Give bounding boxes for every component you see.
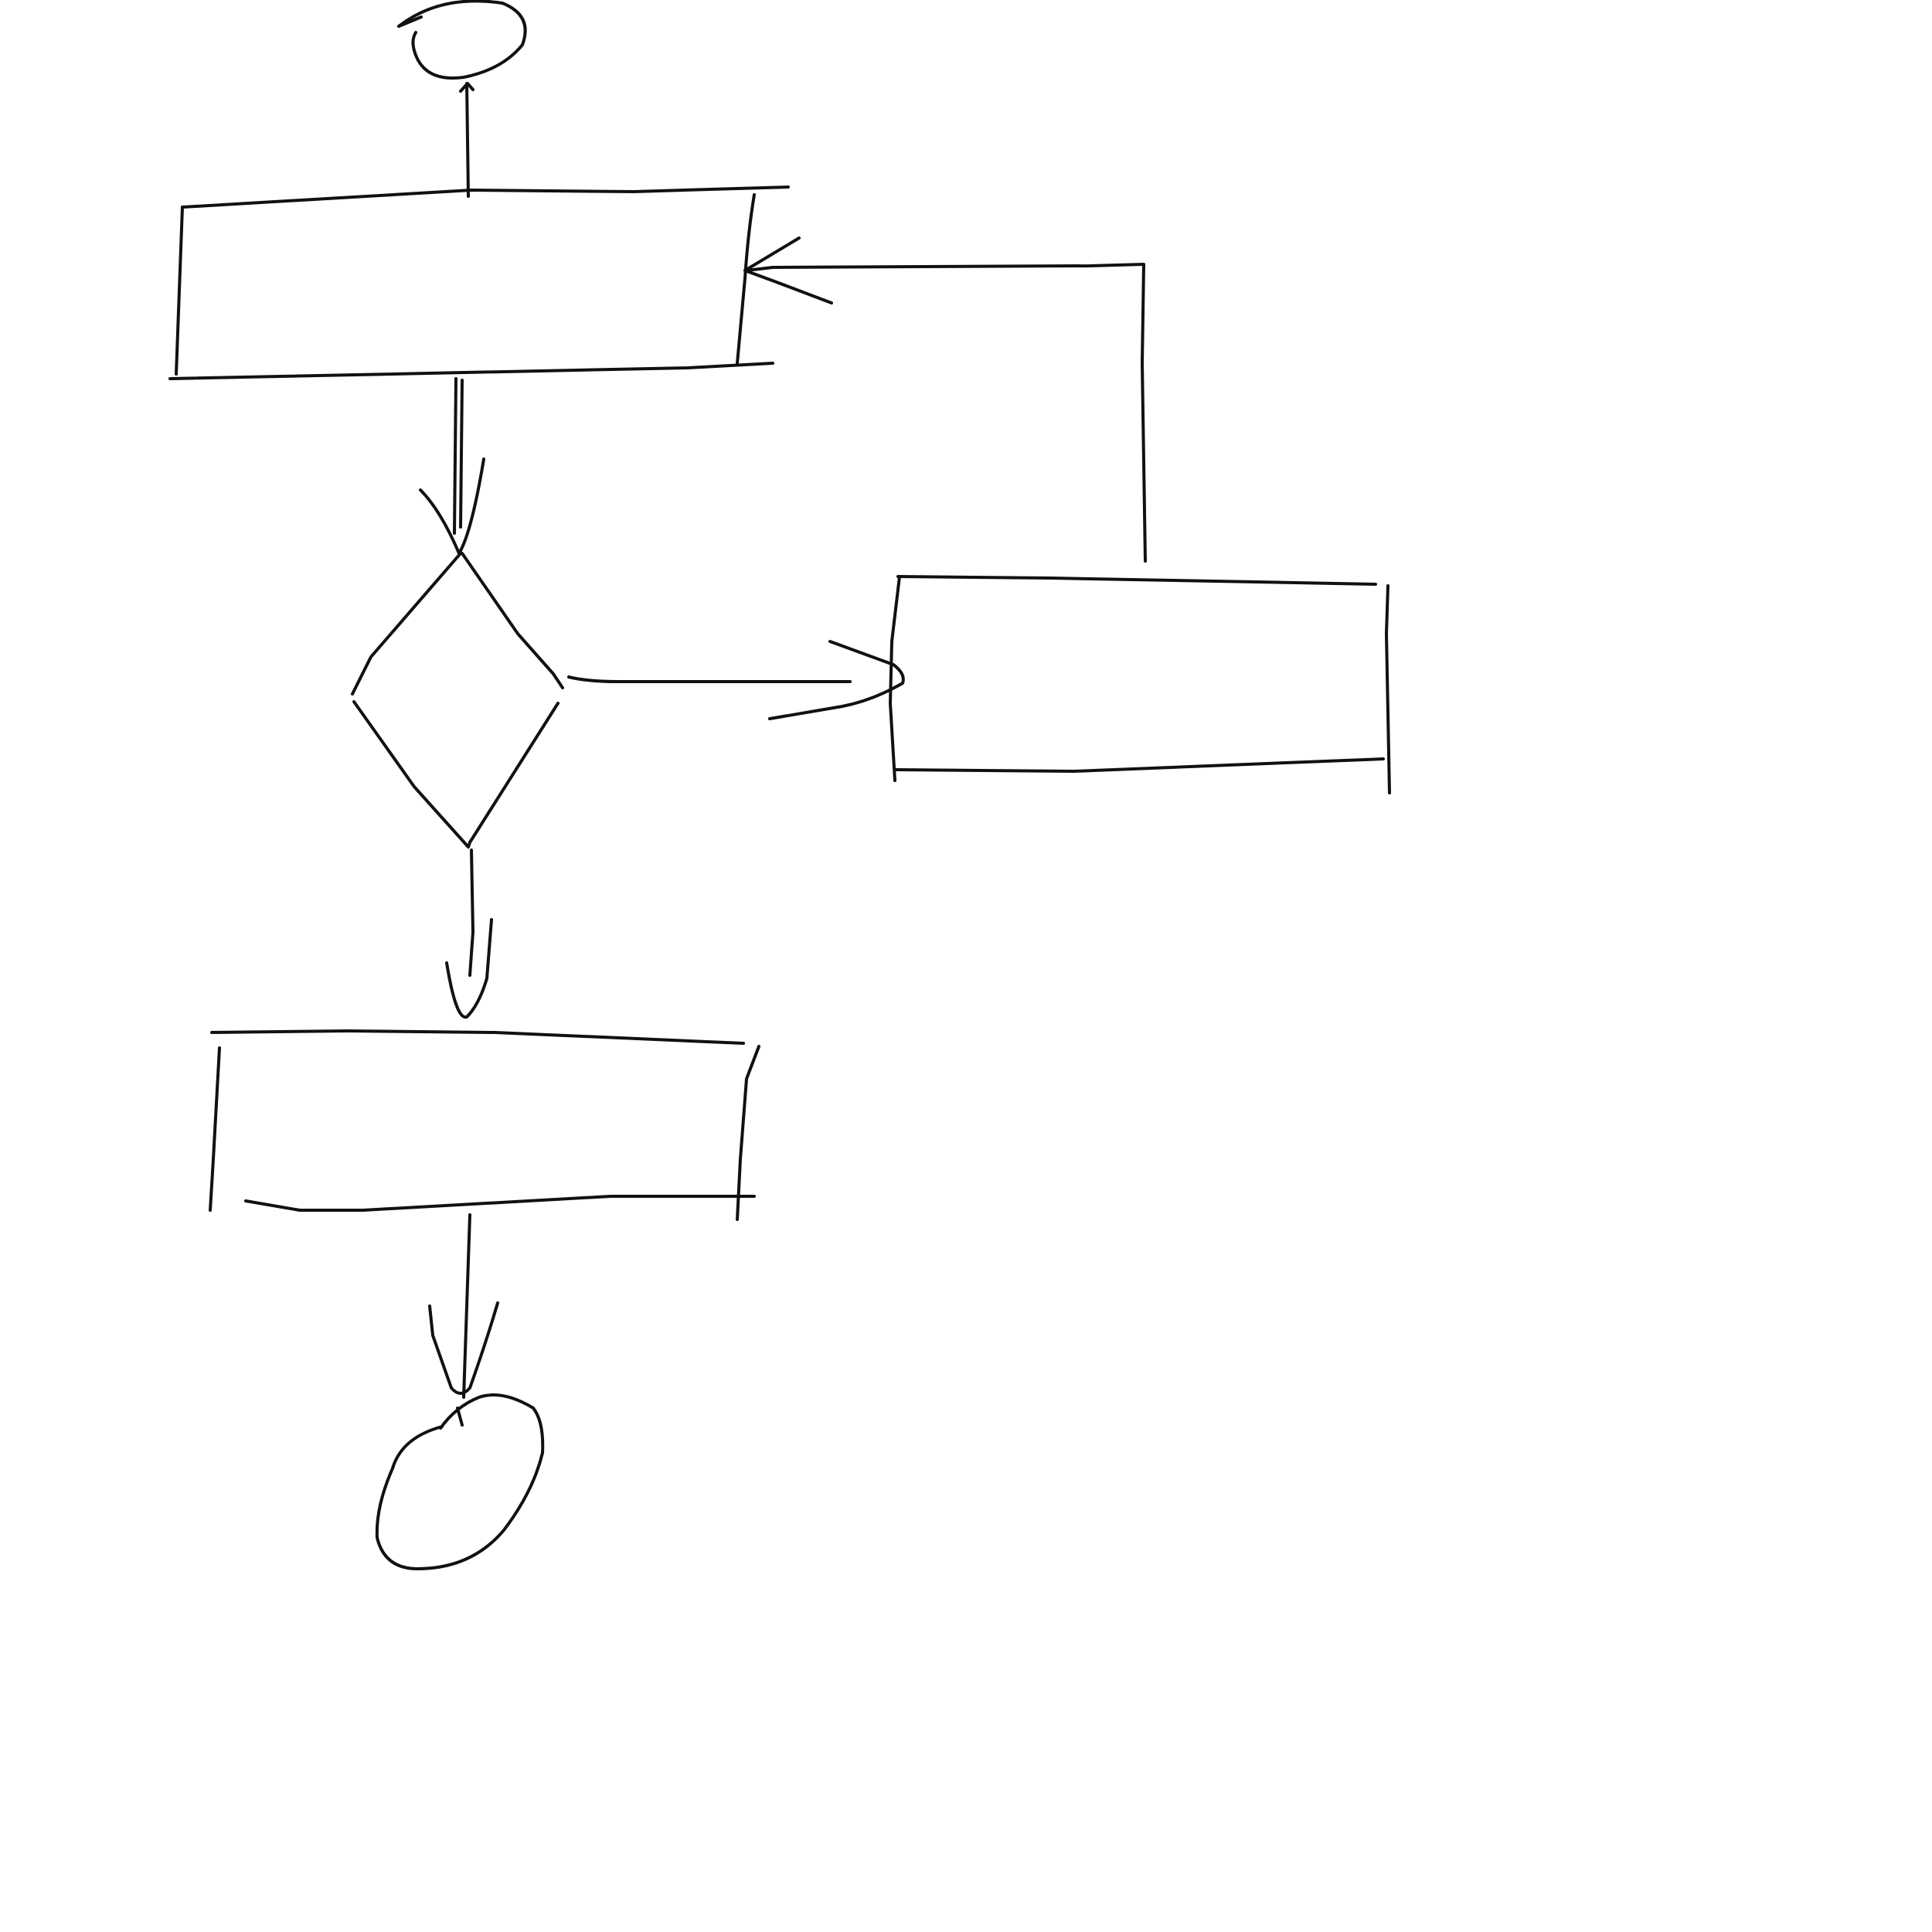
process-2-bottom [244, 1195, 756, 1212]
process-1-left [175, 206, 184, 376]
process-1-bottom [168, 362, 774, 380]
arrowhead-decision-to-process-side [768, 640, 905, 720]
flowchart [168, 0, 1391, 1570]
edge-process-1-to-decision [453, 377, 464, 535]
start-node [397, 0, 527, 80]
arrowhead-start-to-process-1 [459, 82, 474, 93]
edge-decision-to-process-2 [468, 849, 474, 977]
end-node [375, 1393, 545, 1570]
process-1-node [181, 185, 790, 209]
process-2-node [210, 1029, 745, 1045]
end-node-tail [456, 1406, 464, 1427]
edge-start-to-process-1 [465, 82, 470, 198]
process-side-node [896, 575, 1377, 586]
start-node-tail [397, 15, 423, 28]
edge-decision-to-process-side [567, 675, 852, 683]
process-side-left [889, 575, 901, 782]
process-2-left [209, 1046, 221, 1212]
arrowhead-decision-to-process-2 [445, 918, 493, 1019]
arrowhead-process-2-to-end [428, 1301, 499, 1395]
process-1-right [736, 193, 756, 365]
edge-process-side-to-process-1 [745, 263, 1147, 563]
decision-node [351, 552, 564, 849]
process-side-bottom [895, 757, 1385, 773]
process-side-right [1385, 584, 1391, 794]
arrowhead-process-1-to-decision [419, 457, 485, 555]
process-2-right [736, 1045, 760, 1221]
edge-process-2-to-end [462, 1213, 471, 1399]
arrowhead-process-side-to-process-1 [743, 236, 833, 304]
